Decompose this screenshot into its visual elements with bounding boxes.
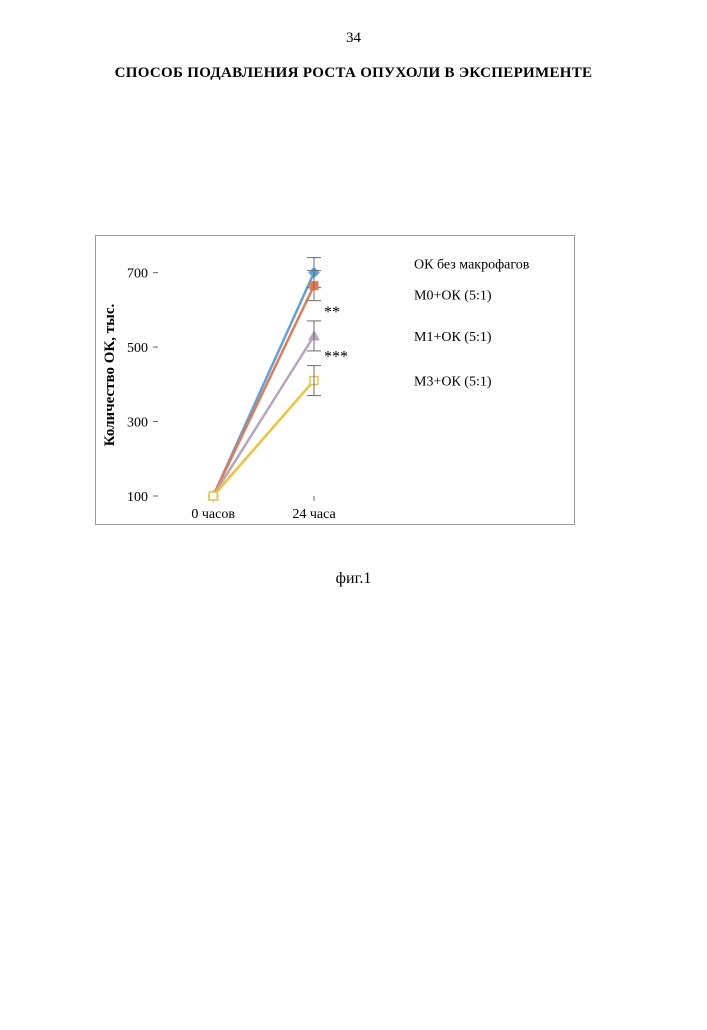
svg-text:**: ** xyxy=(324,304,340,321)
svg-text:ОК без макрофагов: ОК без макрофагов xyxy=(414,258,530,273)
page-number: 34 xyxy=(0,30,707,47)
chart-figure: 100 300 500 700 0 часов 24 часа Количество ОК,… xyxy=(95,235,575,525)
figure-caption: фиг.1 xyxy=(0,570,707,588)
svg-text:М1+ОК (5:1): М1+ОК (5:1) xyxy=(414,330,492,345)
svg-text:700: 700 xyxy=(127,267,148,282)
svg-text:0 часов: 0 часов xyxy=(191,507,235,522)
svg-text:Количество ОК, тыс.: Количество ОК, тыс. xyxy=(102,303,118,446)
line-chart-svg: 100 300 500 700 0 часов 24 часа Количество ОК,… xyxy=(96,236,574,524)
document-title: СПОСОБ ПОДАВЛЕНИЯ РОСТА ОПУХОЛИ В ЭКСПЕР… xyxy=(0,65,707,82)
svg-text:***: *** xyxy=(324,349,348,366)
svg-text:100: 100 xyxy=(127,490,148,505)
svg-text:500: 500 xyxy=(127,341,148,356)
svg-text:М3+ОК (5:1): М3+ОК (5:1) xyxy=(414,375,492,390)
svg-text:300: 300 xyxy=(127,416,148,431)
svg-text:24 часа: 24 часа xyxy=(292,507,336,522)
svg-text:М0+ОК (5:1): М0+ОК (5:1) xyxy=(414,289,492,304)
